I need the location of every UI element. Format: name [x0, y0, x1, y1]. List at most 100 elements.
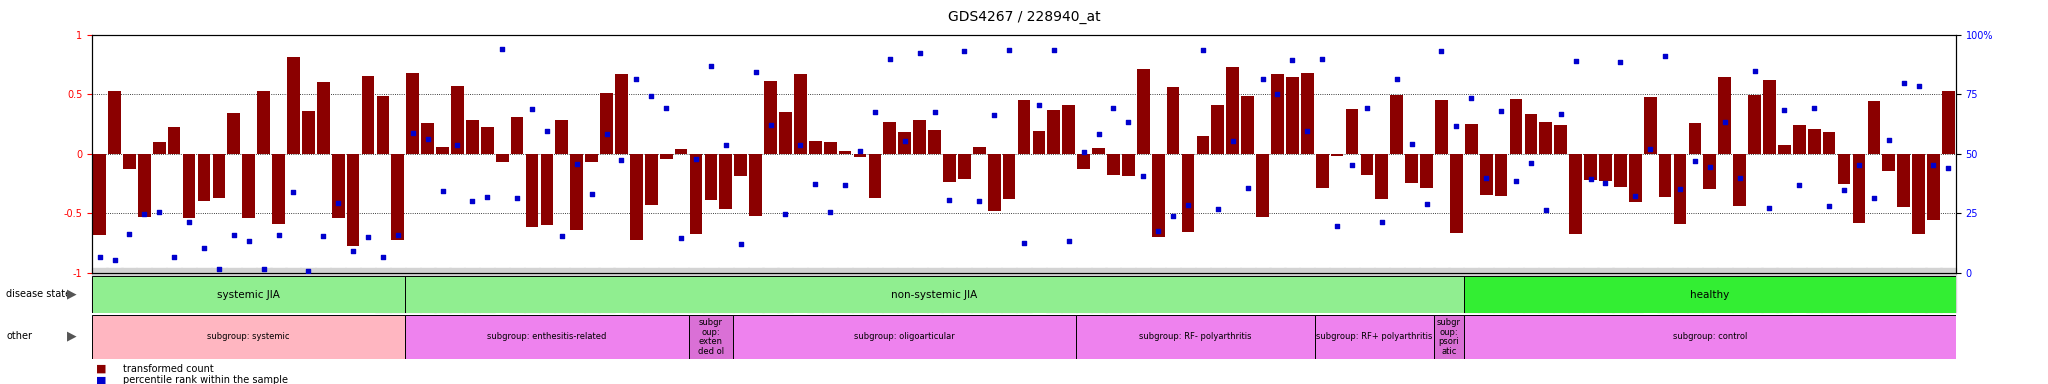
- Point: [1231, 185, 1264, 191]
- Point: [1022, 102, 1055, 108]
- Point: [1708, 119, 1741, 125]
- Point: [770, 211, 803, 217]
- Point: [545, 233, 578, 239]
- Bar: [481, 127, 494, 154]
- Bar: [987, 154, 1001, 211]
- Point: [1931, 165, 1964, 171]
- Bar: [868, 154, 881, 198]
- Bar: [406, 276, 1464, 313]
- Point: [367, 254, 399, 260]
- Point: [1634, 146, 1667, 152]
- Point: [262, 232, 295, 238]
- Bar: [1419, 154, 1434, 188]
- Bar: [883, 122, 897, 154]
- Text: subgr
oup:
exten
ded ol: subgr oup: exten ded ol: [698, 318, 723, 356]
- Point: [1784, 182, 1817, 189]
- Bar: [1464, 276, 1956, 313]
- Bar: [733, 315, 1075, 359]
- Bar: [1212, 105, 1225, 154]
- Point: [307, 233, 340, 239]
- Point: [844, 148, 877, 154]
- Point: [485, 46, 518, 52]
- Text: non-systemic JIA: non-systemic JIA: [891, 290, 977, 300]
- Text: subgroup: systemic: subgroup: systemic: [207, 333, 291, 341]
- Bar: [1614, 154, 1626, 187]
- Point: [1157, 213, 1190, 219]
- Bar: [735, 154, 748, 176]
- Point: [172, 218, 205, 225]
- Point: [1217, 138, 1249, 144]
- Point: [1081, 131, 1114, 137]
- Bar: [1673, 154, 1686, 225]
- Point: [381, 232, 414, 238]
- Bar: [809, 141, 821, 154]
- Bar: [1778, 145, 1790, 154]
- Point: [1053, 238, 1085, 245]
- Point: [457, 197, 489, 204]
- Bar: [332, 154, 344, 218]
- Point: [1485, 108, 1518, 114]
- Point: [739, 69, 772, 75]
- Point: [440, 142, 473, 148]
- Bar: [645, 154, 657, 205]
- Bar: [705, 154, 717, 200]
- Bar: [1167, 87, 1180, 154]
- Point: [1171, 202, 1204, 209]
- Point: [1903, 83, 1935, 89]
- Point: [918, 108, 950, 114]
- Bar: [1434, 315, 1464, 359]
- Bar: [795, 74, 807, 154]
- Text: subgroup: control: subgroup: control: [1673, 333, 1747, 341]
- Point: [903, 50, 936, 56]
- Bar: [92, 315, 406, 359]
- Bar: [823, 142, 836, 154]
- Bar: [1599, 154, 1612, 181]
- Point: [231, 238, 264, 244]
- Point: [1530, 207, 1563, 214]
- Point: [604, 157, 637, 163]
- Bar: [406, 315, 688, 359]
- Point: [217, 232, 250, 238]
- Bar: [1495, 154, 1507, 196]
- Bar: [1853, 154, 1866, 223]
- Bar: [1481, 154, 1493, 195]
- Bar: [1196, 136, 1208, 154]
- Bar: [154, 142, 166, 154]
- Point: [1858, 195, 1890, 201]
- Point: [1575, 176, 1608, 182]
- Bar: [1137, 70, 1149, 154]
- Text: subgroup: oligoarticular: subgroup: oligoarticular: [854, 333, 954, 341]
- Bar: [1733, 154, 1747, 206]
- Bar: [1913, 154, 1925, 234]
- Point: [1143, 228, 1176, 234]
- Point: [1544, 111, 1577, 118]
- Point: [1290, 128, 1323, 134]
- Bar: [1047, 110, 1061, 154]
- Bar: [1942, 91, 1954, 154]
- Point: [1262, 91, 1294, 97]
- Point: [963, 198, 995, 204]
- Bar: [1063, 105, 1075, 154]
- Bar: [688, 315, 733, 359]
- Point: [1440, 122, 1473, 129]
- Bar: [1077, 154, 1090, 169]
- Point: [635, 93, 668, 99]
- Bar: [377, 96, 389, 154]
- Bar: [1376, 154, 1389, 199]
- Bar: [362, 76, 375, 154]
- Bar: [1241, 96, 1253, 154]
- Bar: [258, 91, 270, 154]
- Bar: [1182, 154, 1194, 232]
- Bar: [1004, 154, 1016, 199]
- Point: [1516, 160, 1548, 166]
- Point: [1812, 203, 1845, 209]
- Bar: [899, 132, 911, 154]
- Bar: [242, 154, 256, 218]
- Point: [889, 138, 922, 144]
- Bar: [182, 154, 195, 218]
- Point: [1888, 80, 1921, 86]
- Bar: [406, 73, 420, 154]
- Point: [127, 210, 160, 217]
- Point: [530, 128, 563, 134]
- Bar: [1272, 74, 1284, 154]
